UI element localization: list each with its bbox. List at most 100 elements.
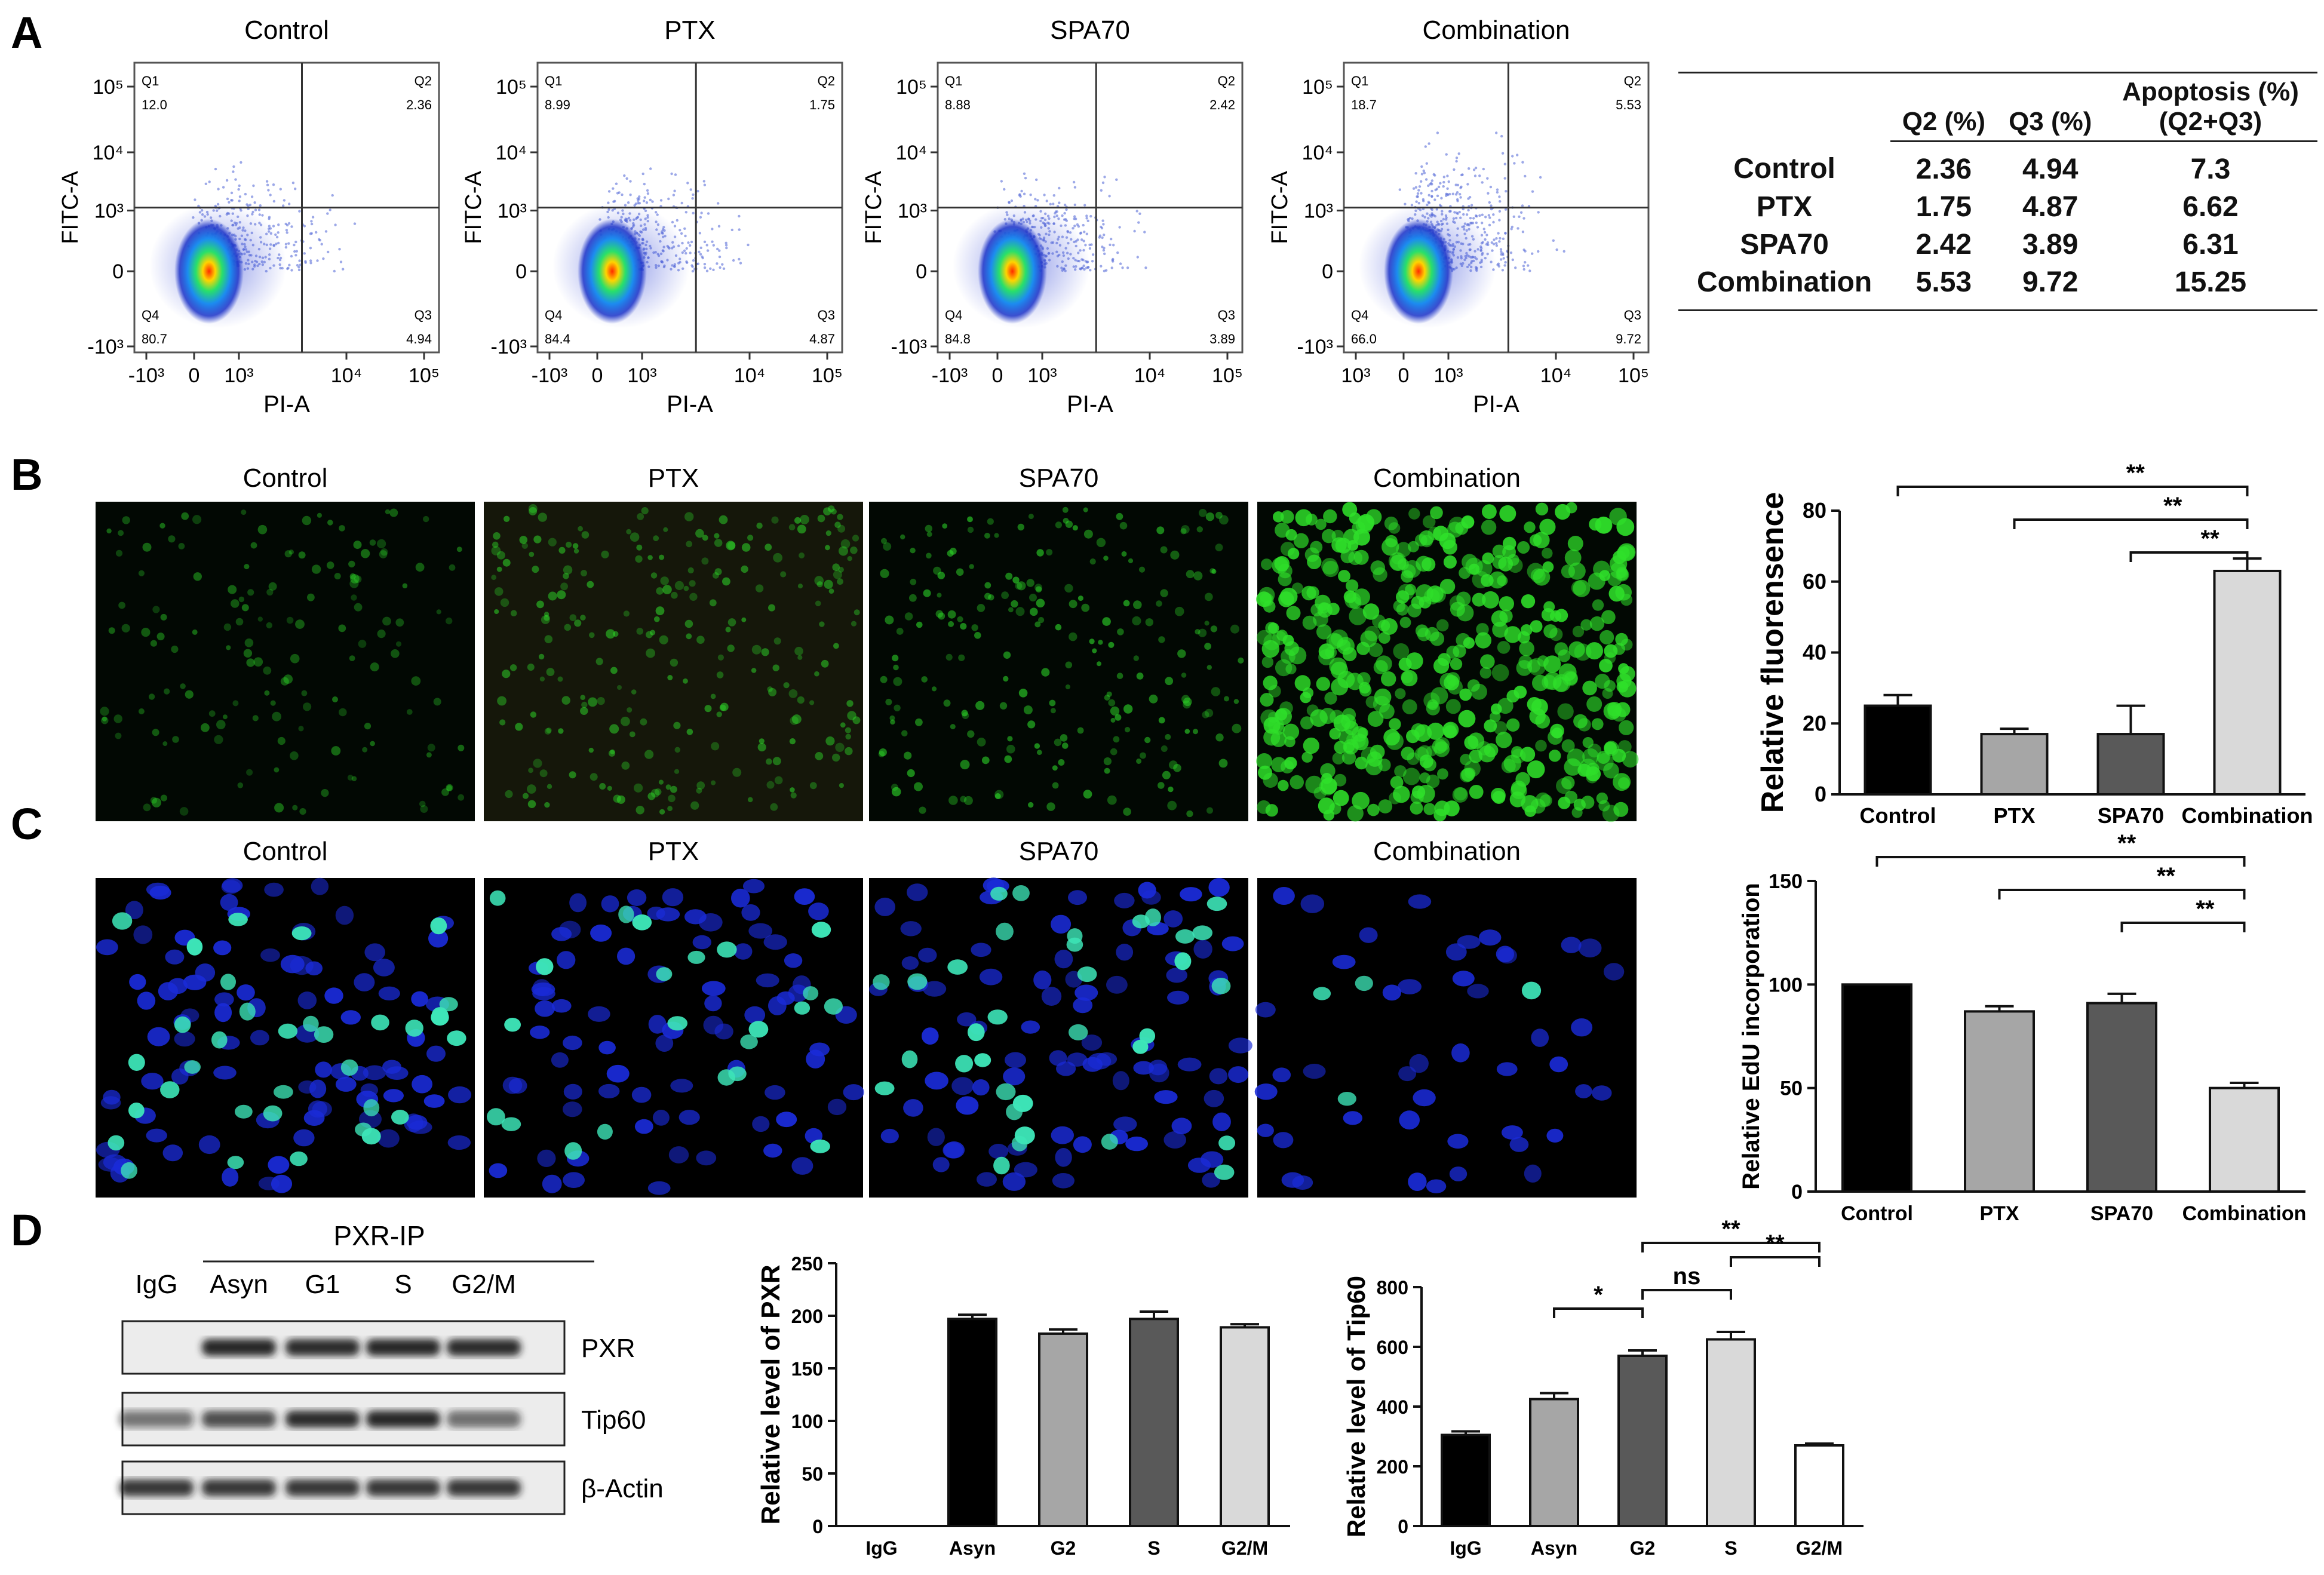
flow-event-dot	[738, 214, 741, 218]
fluorescent-cell	[458, 744, 465, 751]
flow-x-tick-label: 10⁴	[1134, 364, 1165, 387]
flow-x-tick-label: -10³	[532, 364, 567, 387]
fluorescent-cell	[1602, 805, 1620, 822]
fluorescent-cell	[1417, 627, 1431, 641]
fluorescent-cell	[1330, 710, 1344, 724]
flow-event-dot	[284, 222, 287, 226]
fluorescent-cell	[900, 534, 905, 540]
fluorescent-cell	[441, 788, 449, 796]
fluorescent-cell	[999, 702, 1008, 710]
fluorescent-cell	[1193, 729, 1198, 735]
dapi-nucleus	[925, 1072, 948, 1090]
fluorescent-cell	[1028, 802, 1034, 808]
fluorescent-cell	[121, 624, 130, 633]
fluorescent-cell	[659, 809, 665, 815]
fluorescent-cell	[348, 560, 355, 568]
dapi-nucleus	[137, 991, 156, 1010]
micrograph: Combination	[1256, 463, 1639, 822]
fluorescent-cell	[1275, 708, 1288, 721]
chart-bar	[1038, 1332, 1088, 1527]
fluorescent-cell	[1367, 803, 1380, 816]
flow-event-dot	[1091, 260, 1094, 263]
chart-significance-bracket	[1730, 1256, 1820, 1267]
fluorescent-cell	[232, 700, 239, 707]
fluorescent-cell	[1261, 656, 1274, 668]
fluorescent-cell	[701, 557, 709, 565]
flow-event-dot	[1103, 176, 1106, 179]
fluorescent-cell	[1261, 558, 1273, 570]
fluorescent-cell	[1480, 654, 1495, 669]
dapi-nucleus	[679, 1110, 700, 1125]
fluorescent-cell	[564, 624, 572, 631]
flow-density-cluster	[978, 219, 1047, 324]
flow-event-dot	[671, 220, 674, 224]
fluorescent-cell	[1034, 584, 1043, 592]
fluorescent-cell	[528, 767, 533, 773]
fluorescent-cell	[852, 716, 861, 724]
flow-event-dot	[643, 196, 646, 199]
dapi-nucleus	[168, 978, 188, 994]
fluorescent-cell	[1481, 520, 1497, 535]
flow-event-dot	[618, 191, 621, 194]
flow-event-dot	[1499, 200, 1502, 203]
fluorescent-cell	[164, 688, 170, 695]
flow-event-dot	[1447, 180, 1450, 183]
fluorescent-cell	[832, 753, 840, 762]
table-cell: 6.31	[2182, 229, 2239, 260]
flow-plot: SPA70Q18.88Q22.42Q33.89Q484.810⁵10⁴10³0-…	[861, 16, 1244, 417]
fluorescent-cell	[1439, 532, 1456, 549]
fluorescent-cell	[331, 746, 341, 756]
flow-event-dot	[717, 202, 720, 205]
fluorescent-cell	[253, 657, 263, 667]
edu-positive-nucleus	[1132, 1039, 1149, 1054]
fluorescent-cell	[1168, 760, 1178, 770]
fluorescent-cell	[975, 701, 985, 710]
fluorescent-cell	[963, 796, 973, 805]
dapi-nucleus	[335, 905, 354, 925]
fluorescent-cell	[1198, 509, 1207, 517]
flow-event-dot	[339, 260, 343, 263]
edu-positive-nucleus	[439, 997, 458, 1012]
dapi-nucleus	[221, 880, 241, 894]
fluorescent-cell	[1058, 759, 1065, 766]
flow-plot-title: SPA70	[1050, 16, 1130, 45]
fluorescent-cell	[695, 529, 704, 538]
dapi-nucleus	[647, 906, 665, 920]
fluorescent-cell	[138, 708, 145, 714]
fluorescent-cell	[1567, 748, 1585, 766]
flow-event-dot	[615, 182, 618, 185]
fluorescent-cell	[1257, 800, 1271, 814]
chart-y-axis-label: Relative EdU incorporation	[1738, 883, 1764, 1189]
fluorescent-cell	[1136, 673, 1144, 680]
fluorescent-cell	[1426, 585, 1444, 603]
flow-event-dot	[718, 255, 722, 259]
fluorescent-cell	[641, 507, 649, 515]
fluorescent-cell	[1365, 758, 1383, 776]
fluorescent-cell	[1046, 802, 1055, 811]
fluorescent-cell	[362, 747, 368, 753]
flow-event-dot	[353, 222, 357, 225]
flow-event-dot	[1514, 266, 1517, 269]
fluorescent-cell	[904, 612, 913, 621]
fluorescent-cell	[1081, 603, 1090, 612]
flow-y-tick-label: 10³	[1304, 200, 1333, 223]
flow-event-dot	[1023, 172, 1026, 175]
fluorescent-cell	[1334, 773, 1347, 787]
fluorescent-cell	[1321, 558, 1338, 575]
edu-positive-nucleus	[405, 1020, 423, 1037]
table-cell: 1.75	[1915, 191, 1972, 223]
flow-event-dot	[287, 222, 291, 225]
dapi-nucleus	[1509, 1137, 1529, 1152]
fluorescent-cell	[587, 581, 594, 588]
fluorescent-cell	[1265, 622, 1278, 634]
flow-event-dot	[310, 232, 313, 235]
fluorescent-cell	[379, 550, 388, 558]
cell-cluster	[1256, 502, 1639, 822]
fluorescent-cell	[901, 730, 908, 737]
fluorescent-cell	[960, 796, 967, 803]
fluorescent-cell	[766, 781, 775, 789]
fluorescent-cell	[1580, 619, 1592, 631]
dapi-nucleus	[1303, 1064, 1326, 1079]
flow-q1-label: Q1	[142, 73, 159, 88]
blot-row: PXR	[121, 1320, 635, 1375]
